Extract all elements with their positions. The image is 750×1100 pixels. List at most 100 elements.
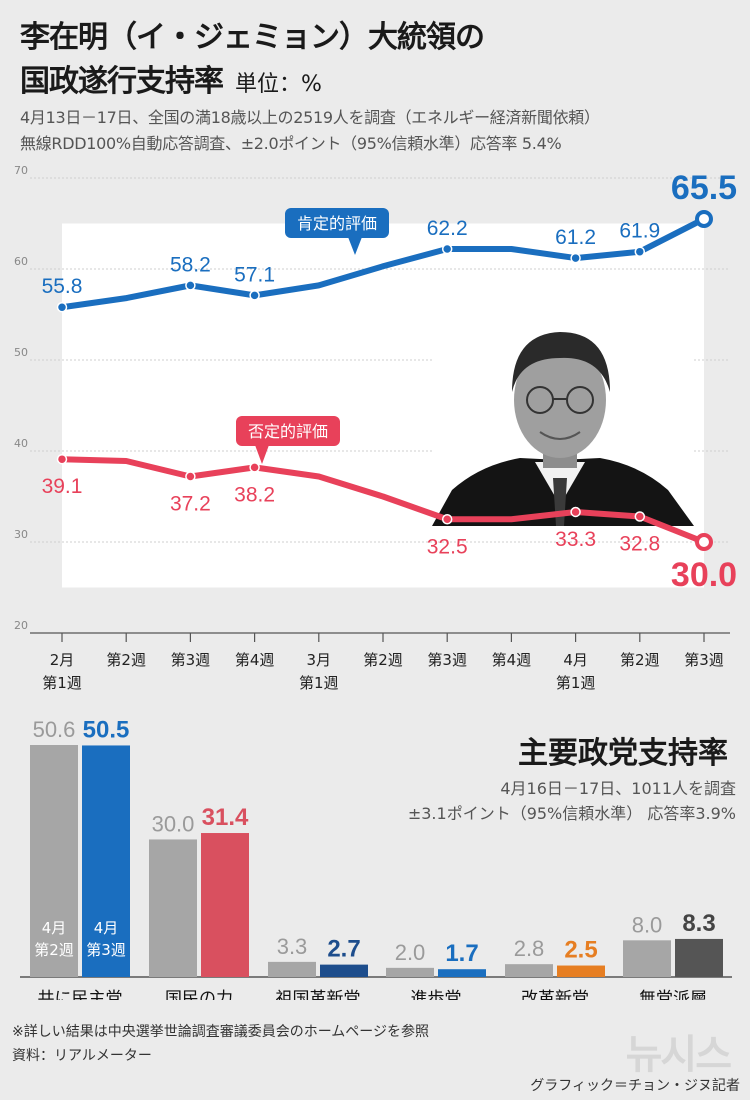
data-label: 32.5 [427,535,468,558]
bar-previous-week [268,961,316,977]
data-point [634,511,646,522]
data-point [441,243,453,255]
category-label: 祖国革新党 [276,989,361,1000]
data-point [249,290,260,301]
data-label: 33.3 [555,528,596,551]
x-tick-label: 3月 [307,651,332,669]
bar-value-label: 2.8 [514,936,545,961]
data-label: 61.9 [619,220,660,243]
x-tick-label: 第1週 [299,674,339,692]
data-label: 61.2 [555,226,596,249]
series-label: 第2週 [34,941,74,959]
series-label: 4月 [94,919,119,937]
y-tick-label: 30 [14,528,28,541]
bar-value-label: 50.5 [83,716,130,743]
bar-value-label: 30.0 [152,811,195,836]
series-line [59,215,707,311]
y-tick-label: 40 [14,437,28,450]
data-label: 57.1 [234,263,275,286]
data-label: 39.1 [42,475,83,498]
party-survey-info-line-1: 4月16日－17日、1011人を調査 [500,779,736,798]
title-text: 国政遂行支持率 [20,64,224,99]
data-point [570,252,581,264]
data-label: 58.2 [170,253,211,276]
president-portrait [432,330,694,526]
bar-current-week [557,965,605,977]
bar-value-label: 31.4 [202,804,249,831]
bar-previous-week [30,745,78,977]
category-label: 無党派層 [639,989,707,1000]
x-tick-label: 第2週 [363,651,403,669]
x-tick-label: 第2週 [620,651,660,669]
bar-current-week [675,938,723,977]
series-callout-pointer [348,237,362,255]
x-tick-label: 2月 [50,651,75,669]
survey-info-line-1: 4月13日－17日、全国の満18歳以上の2519人を調査（エネルギー経済新聞依頼… [20,108,600,127]
category-label: 国民の力 [165,989,233,1000]
data-point-final [695,209,713,228]
unit-label: 単位：% [235,72,322,97]
data-point-final [695,533,713,551]
y-tick-label: 70 [14,164,28,177]
footnote: ※詳しい結果は中央選挙世論調査審議委員会のホームページを参照 [12,1024,430,1040]
data-point [634,246,646,257]
bar-value-label: 2.5 [564,937,597,964]
x-tick-label: 第1週 [42,674,82,692]
legend-label: 否定的評価 [248,422,328,441]
category-label: 共に民主党 [38,989,123,1000]
bar-previous-week [623,940,671,977]
data-point [56,453,68,465]
bar-previous-week [386,967,434,977]
data-point [570,506,581,518]
series-callout-box [236,416,340,446]
series-callout-box [285,208,389,238]
title-line-1: 李在明（イ・ジェミョン）大統領の [20,20,485,55]
category-label: 進歩党 [411,989,462,1000]
category-label: 改革新党 [521,989,589,1000]
data-point [441,514,453,525]
bar-value-label: 2.7 [327,936,360,963]
series-line [59,456,707,545]
y-tick-label: 60 [14,255,28,268]
party-chart-title: 主要政党支持率 [518,736,728,771]
x-tick-label: 第1週 [556,674,596,692]
bar-previous-week [505,964,553,977]
x-tick-label: 4月 [563,651,588,669]
graphic-credit: グラフィック＝チョン・ジヌ記者 [530,1078,740,1094]
legend-label: 肯定的評価 [297,214,377,233]
data-label: 37.2 [170,492,211,515]
series-label: 4月 [42,919,67,937]
newsis-logo: 뉴시스 [625,1032,732,1078]
bar-value-label: 3.3 [277,934,308,959]
title-line-2: 国政遂行支持率 単位：% [20,56,322,100]
bar-value-label: 50.6 [33,717,76,742]
data-point [185,280,196,291]
data-point [185,471,196,482]
bar-current-week [320,964,368,977]
bar-value-label: 8.0 [632,912,663,937]
bar-value-label: 1.7 [445,940,478,967]
data-label: 38.2 [234,483,275,506]
x-tick-label: 第3週 [171,651,211,669]
data-point [249,462,260,473]
x-tick-label: 第3週 [684,651,724,669]
y-tick-label: 20 [14,619,28,632]
party-survey-info-line-2: ±3.1ポイント（95%信頼水準） 応答率3.9% [407,804,736,823]
bar-current-week [201,833,249,977]
source-note: 資料：リアルメーター [12,1048,152,1064]
survey-info-line-2: 無線RDD100%自動応答調査、±2.0ポイント（95%信頼水準）応答率 5.4… [20,134,562,153]
data-label: 55.8 [42,275,83,298]
bar-current-week [438,969,486,977]
approval-line-chart: 20 30 40 50 60 70 55.8 58.2 57.1 62.2 61.2 61.9 65.5… [14,164,737,692]
party-support-bar-chart: 50.6 50.5 共に民主党 30.0 31.4 国民の力 3.3 2.7 祖国革新党 2.0 1… [20,716,732,1000]
x-tick-label: 第4週 [235,651,275,669]
y-tick-label: 50 [14,346,28,359]
bar-current-week [82,745,130,977]
bar-previous-week [149,839,197,977]
data-label: 32.8 [619,533,660,556]
x-tick-label: 第2週 [106,651,146,669]
series-callout-pointer [255,445,269,464]
bar-value-label: 8.3 [682,910,715,937]
data-label: 65.5 [671,169,737,207]
data-label: 62.2 [427,217,468,240]
